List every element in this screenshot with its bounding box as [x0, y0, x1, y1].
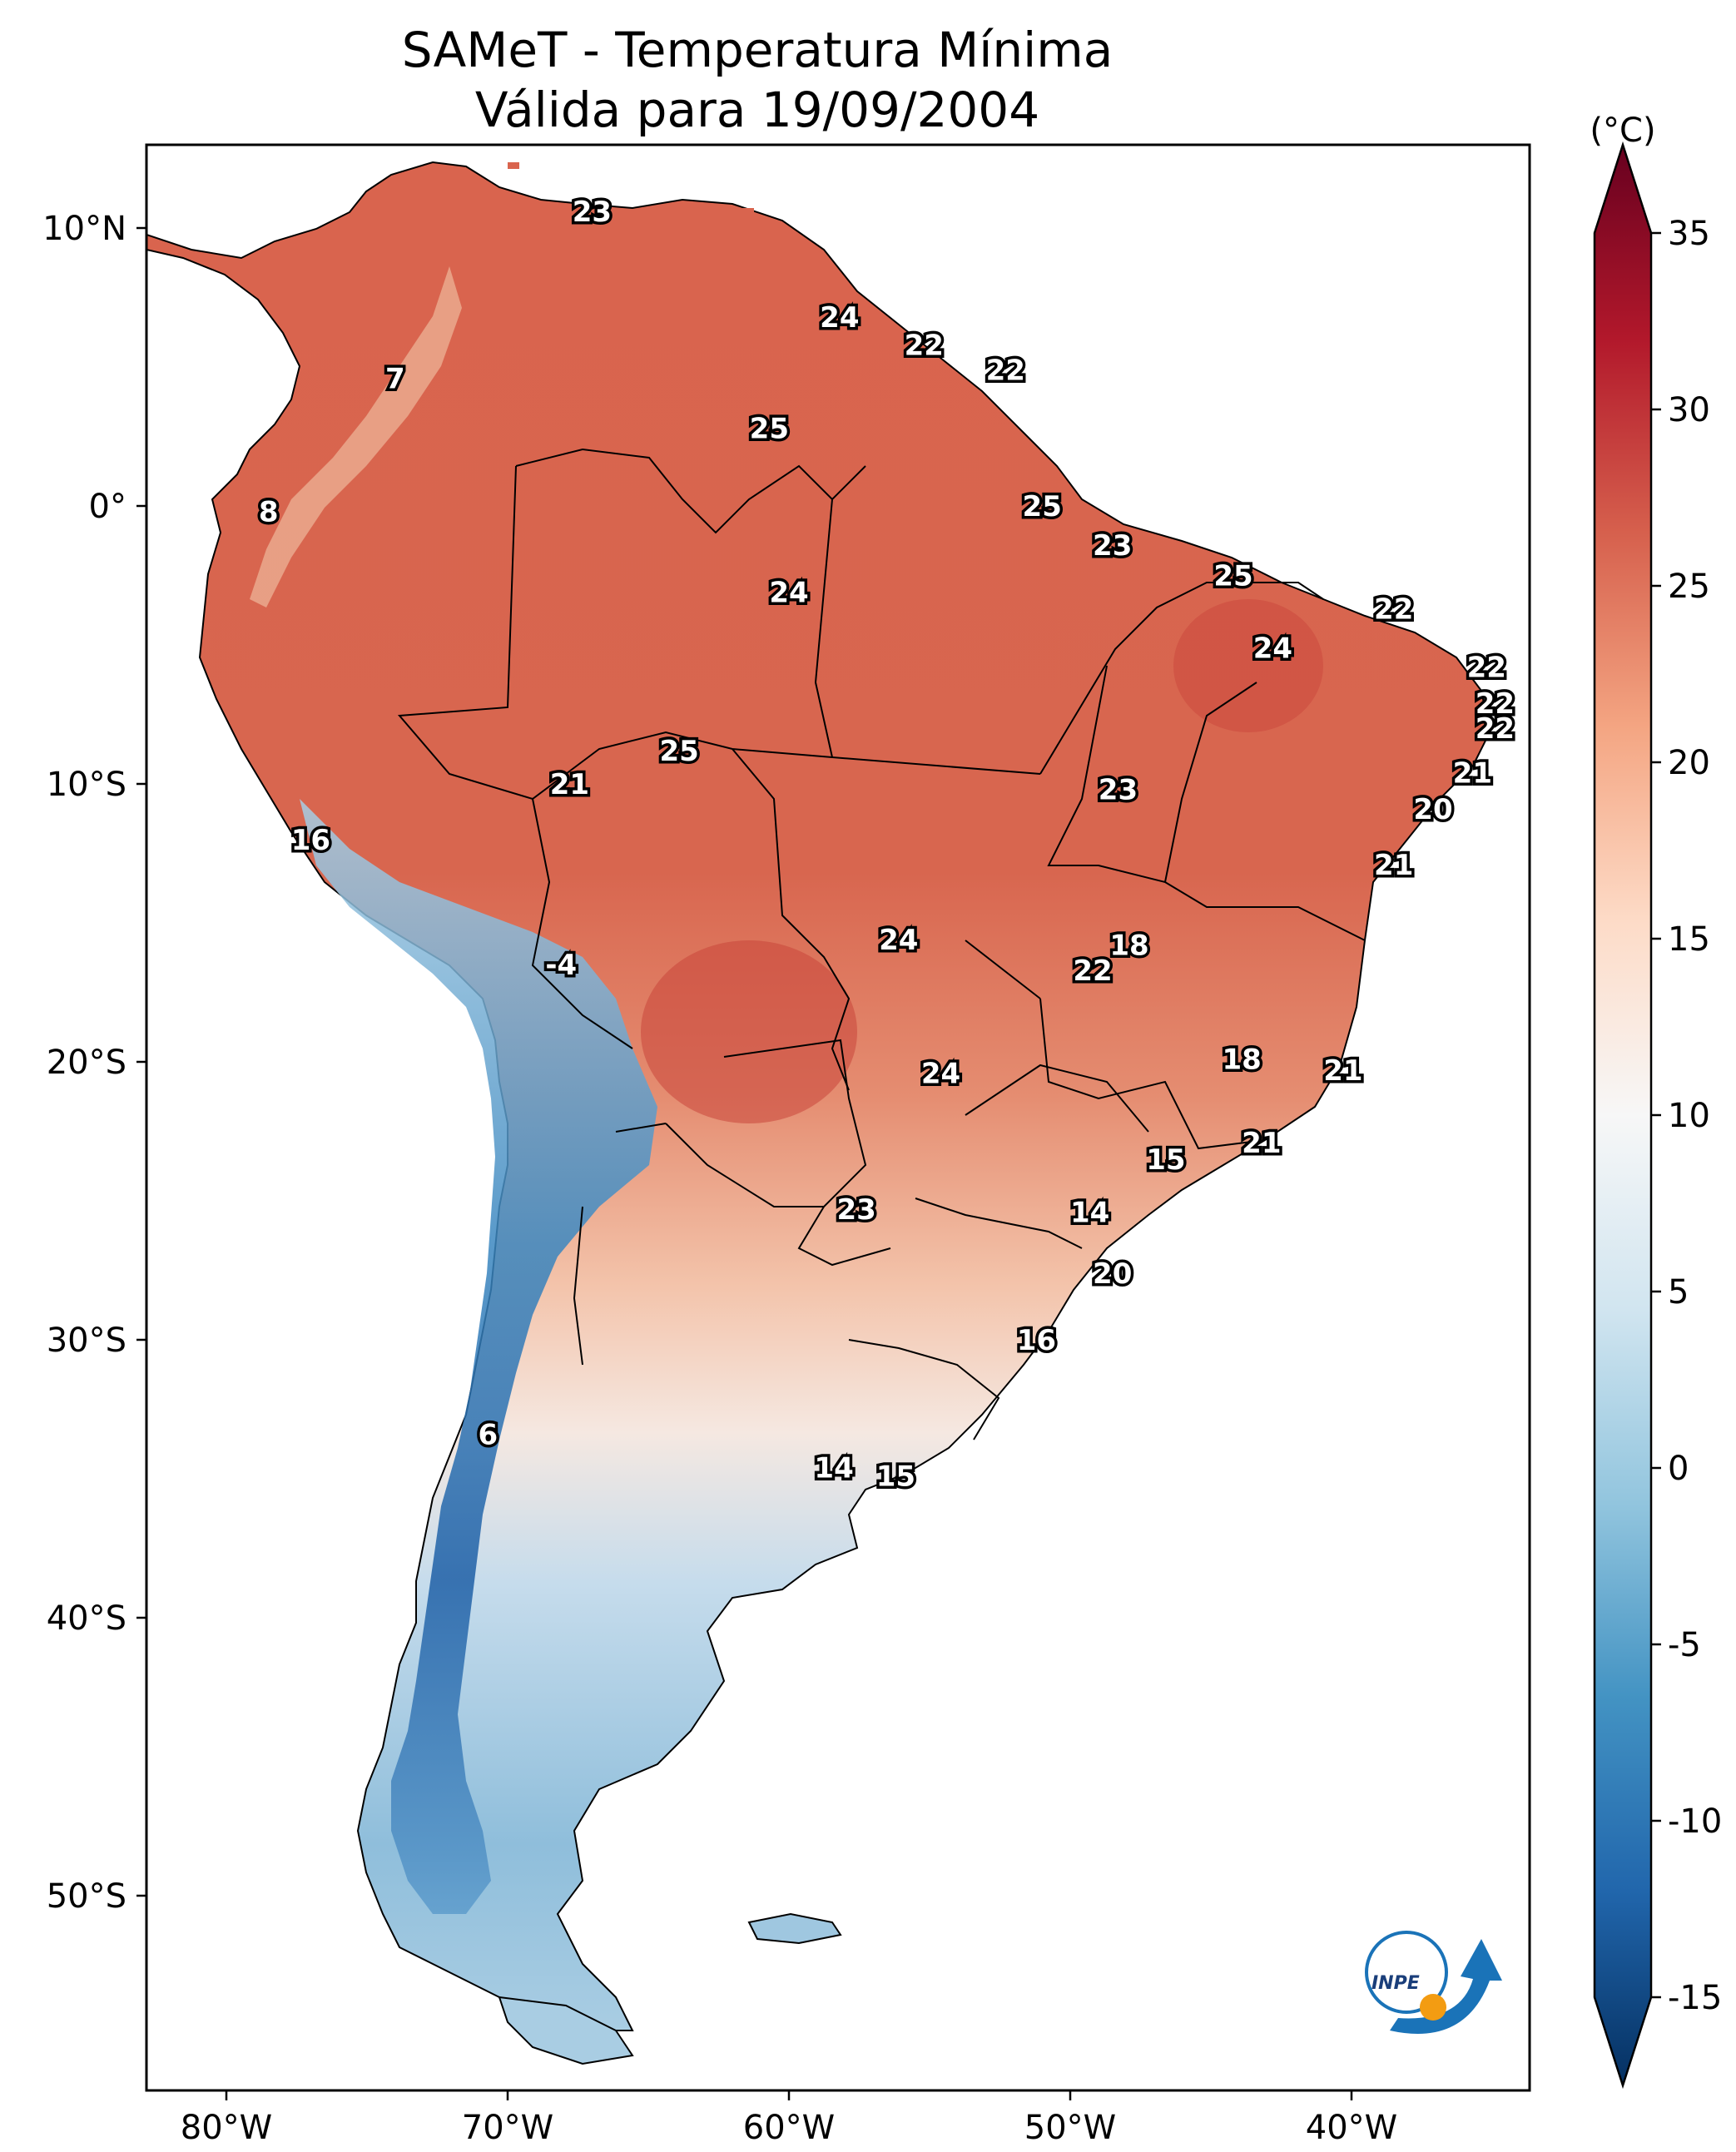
northern-andes [250, 266, 462, 607]
warm-ne [1173, 599, 1323, 732]
lat-tick-label: 30°S [47, 1321, 126, 1360]
lat-axis: 10°N 0° 10°S 20°S 30°S 40°S 50°S [42, 210, 146, 1916]
lon-tick-label: 60°W [743, 2109, 835, 2147]
station-temp-label: 18 [1223, 1044, 1262, 1077]
station-temp-label: -4 [545, 949, 577, 982]
logo-ring [1365, 1931, 1448, 2014]
colorbar-unit: (°C) [1590, 112, 1655, 150]
colorbar-tick-label: 10 [1668, 1097, 1710, 1135]
station-temp-label: 25 [1213, 560, 1252, 593]
lon-tick-label: 50°W [1024, 2109, 1116, 2147]
station-temp-label: 15 [1146, 1143, 1185, 1177]
falkland-islands [747, 1912, 842, 1945]
station-temp-label: 24 [820, 301, 859, 335]
logo-text: INPE [1371, 1973, 1420, 1994]
station-temp-label: 21 [1374, 849, 1413, 882]
station-temp-label: 21 [1242, 1127, 1281, 1160]
station-temp-label: 23 [573, 196, 612, 229]
colorbar-tick-label: 5 [1668, 1273, 1689, 1312]
station-temp-label: 25 [1023, 490, 1062, 523]
colorbar-tick-label: -15 [1668, 1979, 1722, 2017]
station-temp-label: 20 [1093, 1257, 1132, 1291]
andes-cold-region [300, 799, 657, 1914]
station-temp-label: 24 [1253, 632, 1292, 665]
lon-tick-label: 70°W [462, 2109, 553, 2147]
colorbar-tick-label: 30 [1668, 391, 1710, 429]
lat-tick-label: 40°S [47, 1599, 126, 1638]
colorbar-body [1593, 141, 1653, 2090]
station-temp-label: 22 [1467, 652, 1506, 685]
colorbar: (°C) 35 30 25 20 15 10 5 0 -5 -10 -15 [1590, 112, 1722, 2090]
land-layer [146, 161, 1491, 2065]
country-borders [397, 448, 1366, 1440]
station-temp-label: 21 [1323, 1054, 1362, 1088]
logo-sun [1420, 1994, 1446, 2021]
caribbean-island [732, 208, 754, 226]
station-temp-label: 21 [550, 768, 589, 801]
colorbar-tick-label: 15 [1668, 920, 1710, 959]
station-temp-label: 14 [814, 1452, 853, 1485]
station-temp-label: 22 [1073, 955, 1112, 988]
plot-frame [145, 143, 1531, 2092]
station-temp-label: 21 [1453, 757, 1492, 791]
station-temp-label: 25 [660, 735, 699, 768]
station-temp-label: 23 [1099, 774, 1138, 807]
station-temp-label: 14 [1070, 1196, 1109, 1229]
station-temp-label: 23 [1093, 529, 1132, 563]
lat-tick-label: 20°S [47, 1044, 126, 1082]
station-temp-label: 22 [1476, 712, 1515, 746]
map-title: SAMeT - Temperatura Mínima Válida para 1… [0, 20, 1515, 140]
station-temp-label: 16 [291, 824, 330, 857]
tierra-del-fuego [498, 1996, 634, 2065]
station-temp-label: 20 [1413, 793, 1452, 826]
station-temp-label: 8 [259, 496, 279, 529]
lat-tick-label: 10°N [42, 210, 126, 248]
station-temp-label: 7 [385, 362, 405, 395]
station-temp-label: 15 [876, 1460, 915, 1494]
station-temp-label: 22 [1476, 687, 1515, 721]
station-temp-label: 23 [836, 1193, 875, 1227]
colorbar-tick-label: 0 [1668, 1450, 1689, 1488]
inpe-logo: INPE [1365, 1931, 1502, 2034]
colorbar-ticks: 35 30 25 20 15 10 5 0 -5 -10 -15 [1651, 215, 1722, 2017]
station-temp-label: 24 [921, 1057, 960, 1090]
title-line-1: SAMeT - Temperatura Mínima [401, 22, 1114, 78]
colorbar-tick-label: 35 [1668, 215, 1710, 253]
station-temp-label: 22 [1374, 593, 1413, 627]
lat-tick-label: 50°S [47, 1877, 126, 1916]
station-temp-label: 18 [1109, 930, 1148, 963]
lat-tick-label: 0° [89, 488, 126, 526]
caribbean-island [508, 162, 519, 169]
colorbar-tick-label: -10 [1668, 1802, 1722, 1841]
warm-core [641, 940, 857, 1123]
station-temp-label: 25 [750, 412, 789, 445]
lon-axis: 80°W 70°W 60°W 50°W 40°W [181, 2090, 1397, 2147]
station-temp-label: 16 [1017, 1324, 1056, 1357]
station-temp-label: 22 [905, 329, 944, 362]
colorbar-tick-label: 25 [1668, 568, 1710, 606]
lat-tick-label: 10°S [47, 766, 126, 804]
station-temp-label: 22 [986, 354, 1025, 387]
colorbar-tick-label: 20 [1668, 744, 1710, 782]
logo-swoosh [1390, 1939, 1502, 2034]
station-temp-label: 24 [879, 924, 918, 957]
station-labels: 2378242222252523252422242222222120212325… [255, 192, 1517, 1496]
lon-tick-label: 40°W [1306, 2109, 1397, 2147]
title-line-2: Válida para 19/09/2004 [474, 82, 1040, 138]
station-temp-label: 24 [769, 577, 808, 610]
colorbar-tick-label: -5 [1668, 1626, 1701, 1664]
station-temp-label: 6 [479, 1419, 498, 1452]
lon-tick-label: 80°W [181, 2109, 272, 2147]
